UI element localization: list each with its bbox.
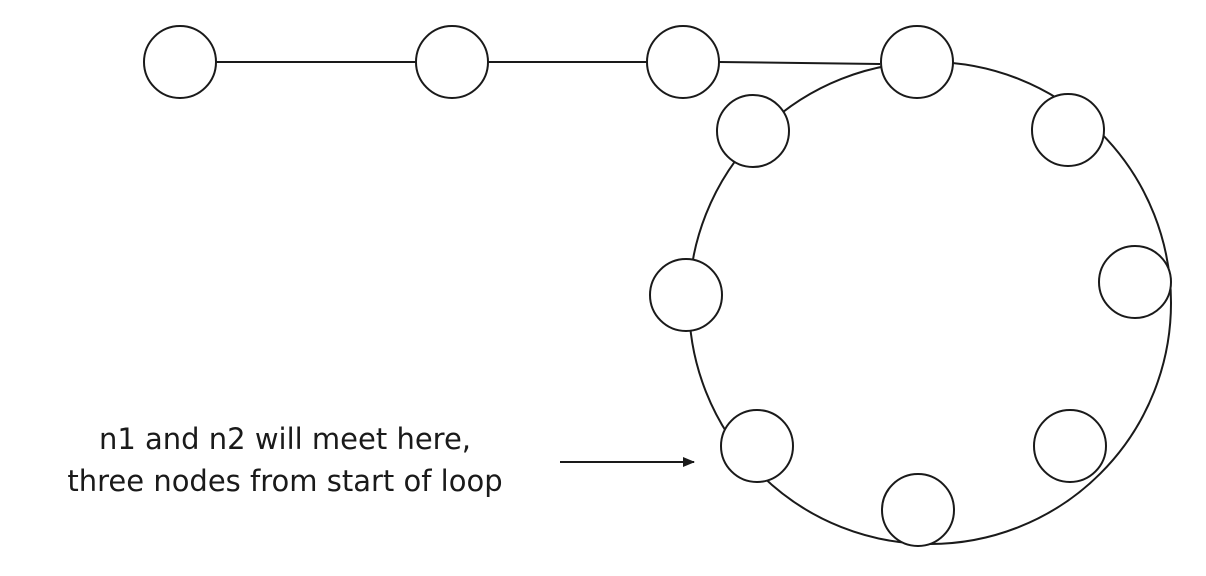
meeting-point-annotation: n1 and n2 will meet here, three nodes fr… xyxy=(20,418,550,502)
loop-node-6 xyxy=(720,409,794,483)
annotation-line-2: three nodes from start of loop xyxy=(67,464,503,498)
loop-node-5 xyxy=(881,473,955,547)
loop-node-start xyxy=(880,25,954,99)
tail-node-2 xyxy=(415,25,489,99)
tail-edge-3 xyxy=(718,61,881,65)
tail-node-3 xyxy=(646,25,720,99)
loop-node-4 xyxy=(1033,409,1107,483)
loop-node-2 xyxy=(1031,93,1105,167)
loop-node-8 xyxy=(716,94,790,168)
annotation-line-1: n1 and n2 will meet here, xyxy=(98,422,472,456)
tail-node-1 xyxy=(143,25,217,99)
loop-node-7 xyxy=(649,258,723,332)
loop-node-3 xyxy=(1098,245,1172,319)
